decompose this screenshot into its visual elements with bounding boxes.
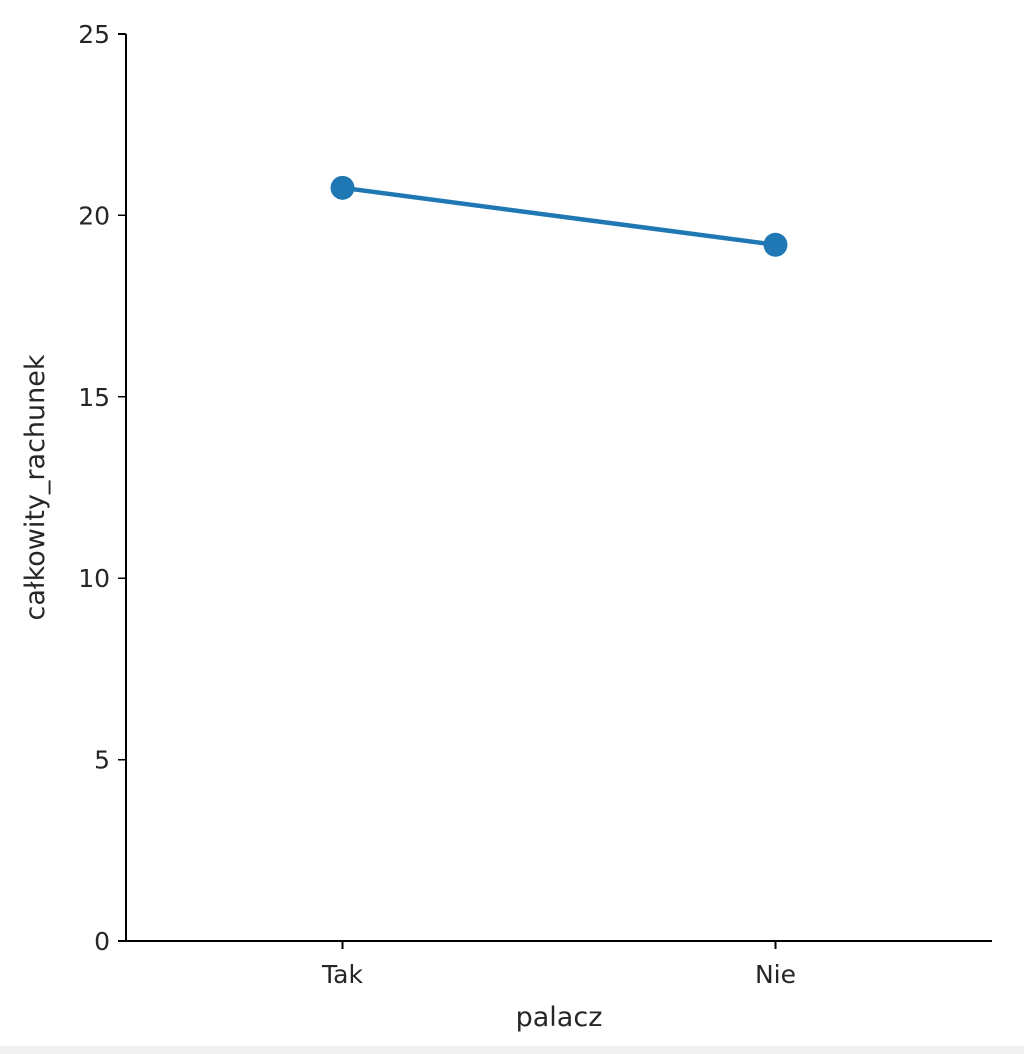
series-layer <box>330 175 788 257</box>
x-axis-ticks: Tak Nie <box>321 941 796 989</box>
data-point <box>763 232 788 257</box>
x-tick-label: Nie <box>755 960 796 989</box>
y-tick-label: 20 <box>78 201 110 230</box>
bottom-strip <box>0 1046 1024 1054</box>
y-axis-label: całkowity_rachunek <box>20 354 51 620</box>
y-tick-label: 5 <box>94 746 110 775</box>
y-tick-label: 10 <box>78 564 110 593</box>
axes <box>125 34 992 942</box>
y-tick-label: 15 <box>78 383 110 412</box>
x-axis-label: palacz <box>516 1002 603 1033</box>
y-tick-label: 25 <box>78 20 110 49</box>
series-line <box>340 185 778 248</box>
y-axis-ticks: 0 5 10 15 20 25 <box>78 20 126 956</box>
y-tick-label: 0 <box>94 927 110 956</box>
x-tick-label: Tak <box>321 960 363 989</box>
data-point <box>330 175 355 200</box>
